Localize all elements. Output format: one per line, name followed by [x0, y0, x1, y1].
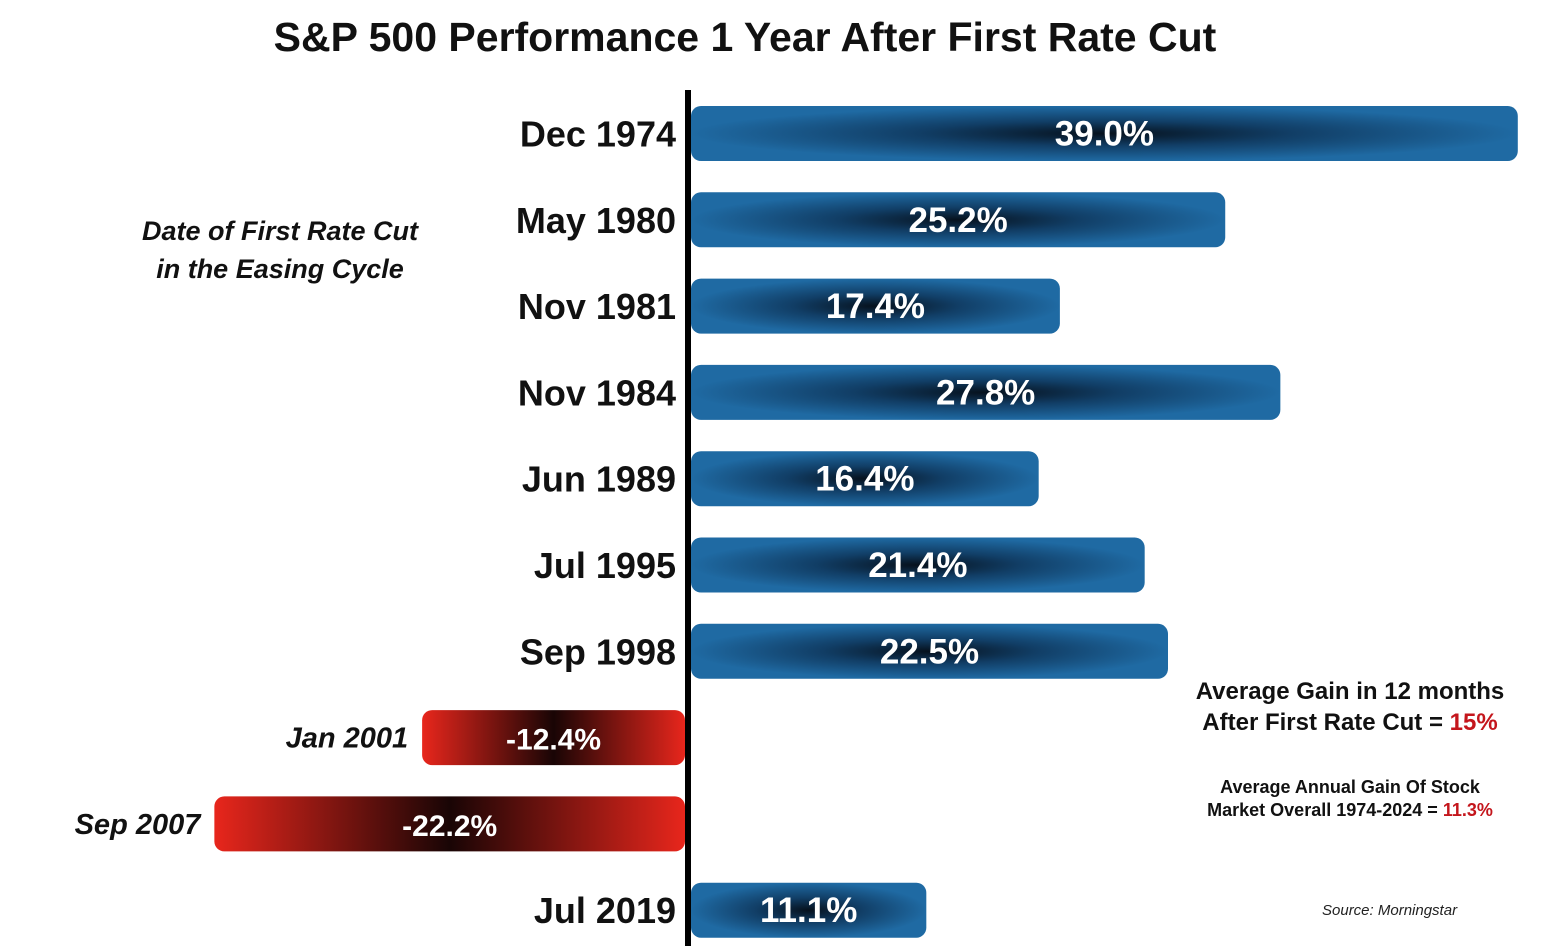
category-label: Jul 2019 [534, 890, 676, 931]
average-annual-note: Average Annual Gain Of Stock Market Over… [1160, 776, 1540, 822]
average-gain-line2: After First Rate Cut = [1202, 709, 1450, 736]
bar-nov-1981 [691, 278, 1060, 334]
category-label: Dec 1974 [520, 114, 676, 155]
average-gain-note: Average Gain in 12 months After First Ra… [1150, 676, 1550, 738]
data-label: 25.2% [908, 201, 1007, 240]
data-label: 11.1% [760, 891, 857, 930]
bar-may-1980 [691, 192, 1226, 248]
category-label: Jan 2001 [286, 723, 409, 755]
data-label: -22.2% [402, 810, 497, 843]
bar-dec-1974 [691, 106, 1518, 161]
bar-sep-2007 [214, 796, 686, 852]
category-label: Jun 1989 [522, 459, 676, 500]
data-label: 16.4% [815, 460, 914, 499]
chart-title: S&P 500 Performance 1 Year After First R… [273, 14, 1217, 60]
category-label: Sep 2007 [75, 809, 203, 841]
category-label: Sep 1998 [520, 631, 676, 672]
data-label: 39.0% [1055, 115, 1154, 154]
data-label: 27.8% [936, 373, 1035, 412]
category-label: Nov 1984 [518, 372, 676, 413]
category-label: Nov 1981 [518, 286, 676, 327]
bar-nov-1984 [691, 364, 1281, 420]
bar-jan-2001 [422, 710, 685, 766]
data-label: 22.5% [880, 632, 979, 671]
data-label: 21.4% [868, 546, 967, 585]
source-note: Source: Morningstar [1322, 902, 1458, 919]
bar-jun-1989 [691, 451, 1039, 507]
average-annual-value: 11.3% [1442, 800, 1493, 820]
category-label: May 1980 [516, 200, 676, 241]
category-note-line2: in the Easing Cycle [156, 254, 404, 284]
bar-jul-1995 [691, 537, 1145, 593]
average-gain-line1: Average Gain in 12 months [1195, 678, 1505, 705]
average-annual-line1: Average Annual Gain Of Stock [1220, 777, 1480, 797]
bar-jul-2019 [691, 882, 927, 938]
category-note-line1: Date of First Rate Cut [141, 216, 419, 246]
average-annual-line2: Market Overall 1974-2024 = [1207, 800, 1443, 820]
category-note: Date of First Rate Cut in the Easing Cyc… [90, 212, 470, 288]
category-label: Jul 1995 [534, 545, 676, 586]
average-gain-value: 15% [1449, 709, 1498, 736]
bar-sep-1998 [691, 623, 1168, 679]
data-label: 17.4% [826, 287, 925, 326]
data-label: -12.4% [506, 724, 601, 757]
